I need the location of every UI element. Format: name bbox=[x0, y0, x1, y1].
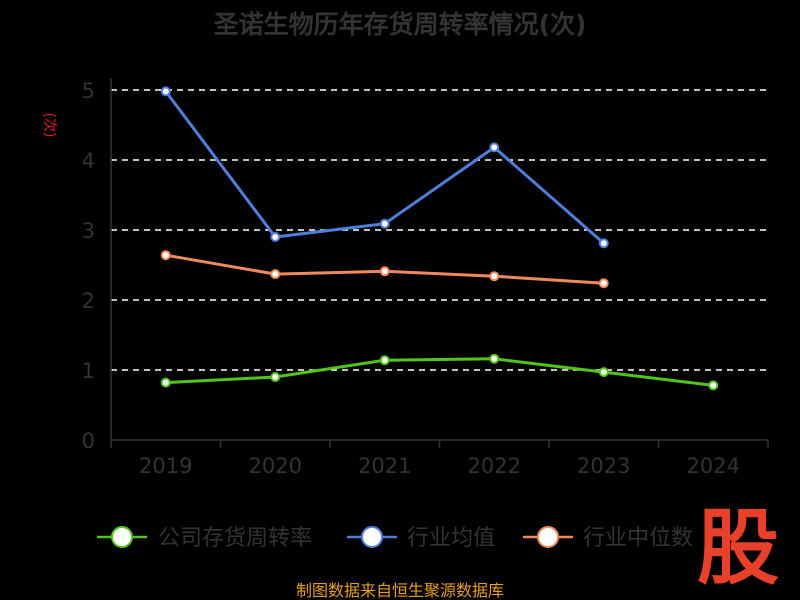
data-point[interactable] bbox=[160, 250, 171, 261]
legend-item[interactable]: 公司存货周转率 bbox=[97, 526, 312, 551]
data-point[interactable] bbox=[379, 355, 390, 366]
watermark-logo: 股 bbox=[692, 501, 784, 596]
x-tick-label: 2022 bbox=[468, 454, 521, 478]
y-axis-ticks: 0 1 2 3 4 5 bbox=[82, 79, 95, 453]
source-note: 制图数据来自恒生聚源数据库 bbox=[296, 581, 504, 600]
data-point[interactable] bbox=[270, 269, 281, 280]
data-point[interactable] bbox=[379, 218, 390, 229]
x-tick-label: 2024 bbox=[687, 454, 740, 478]
axes bbox=[110, 78, 768, 441]
watermark-logo-plate bbox=[692, 505, 784, 587]
y-tick-label: 0 bbox=[82, 429, 95, 453]
y-tick-label: 3 bbox=[82, 219, 95, 243]
x-axis-ticks: 2019 2020 2021 2022 2023 2024 bbox=[110, 440, 769, 478]
x-tick-label: 2019 bbox=[139, 454, 192, 478]
legend-item[interactable]: 行业中位数 bbox=[523, 526, 693, 551]
watermark-logo-glyph: 股 bbox=[697, 501, 779, 596]
data-point[interactable] bbox=[598, 278, 609, 289]
data-point[interactable] bbox=[270, 372, 281, 382]
legend-swatch-marker bbox=[361, 526, 383, 548]
legend-label: 公司存货周转率 bbox=[158, 526, 312, 551]
legend-swatch-marker bbox=[111, 526, 133, 548]
data-point[interactable] bbox=[489, 353, 500, 364]
y-tick-label: 4 bbox=[82, 149, 95, 173]
chart-title: 圣诺生物历年存货周转率情况(次) bbox=[214, 10, 587, 39]
series-group bbox=[160, 86, 719, 391]
legend-item[interactable]: 行业均值 bbox=[347, 526, 495, 551]
legend: 公司存货周转率 行业均值 行业中位数 bbox=[97, 526, 693, 551]
data-point[interactable] bbox=[598, 367, 609, 378]
data-point[interactable] bbox=[160, 377, 171, 388]
data-point[interactable] bbox=[379, 266, 390, 277]
data-point[interactable] bbox=[489, 271, 500, 282]
y-axis-label: (次) bbox=[41, 113, 57, 138]
x-tick-label: 2020 bbox=[249, 454, 302, 478]
x-tick-label: 2023 bbox=[577, 454, 630, 478]
data-point[interactable] bbox=[598, 238, 609, 249]
legend-label: 行业中位数 bbox=[583, 526, 693, 551]
legend-swatch-marker bbox=[537, 526, 559, 548]
data-point[interactable] bbox=[708, 380, 719, 391]
y-tick-label: 2 bbox=[82, 289, 95, 313]
series-2 bbox=[160, 250, 609, 289]
data-point[interactable] bbox=[160, 86, 171, 97]
data-point[interactable] bbox=[489, 142, 500, 153]
y-tick-label: 5 bbox=[82, 79, 95, 103]
data-point[interactable] bbox=[270, 232, 281, 242]
y-tick-label: 1 bbox=[82, 359, 95, 383]
x-tick-label: 2021 bbox=[358, 454, 411, 478]
grid-lines bbox=[111, 89, 768, 371]
series-1 bbox=[160, 86, 609, 249]
legend-label: 行业均值 bbox=[407, 526, 495, 551]
series-0 bbox=[160, 353, 719, 391]
series-line bbox=[165, 357, 714, 387]
